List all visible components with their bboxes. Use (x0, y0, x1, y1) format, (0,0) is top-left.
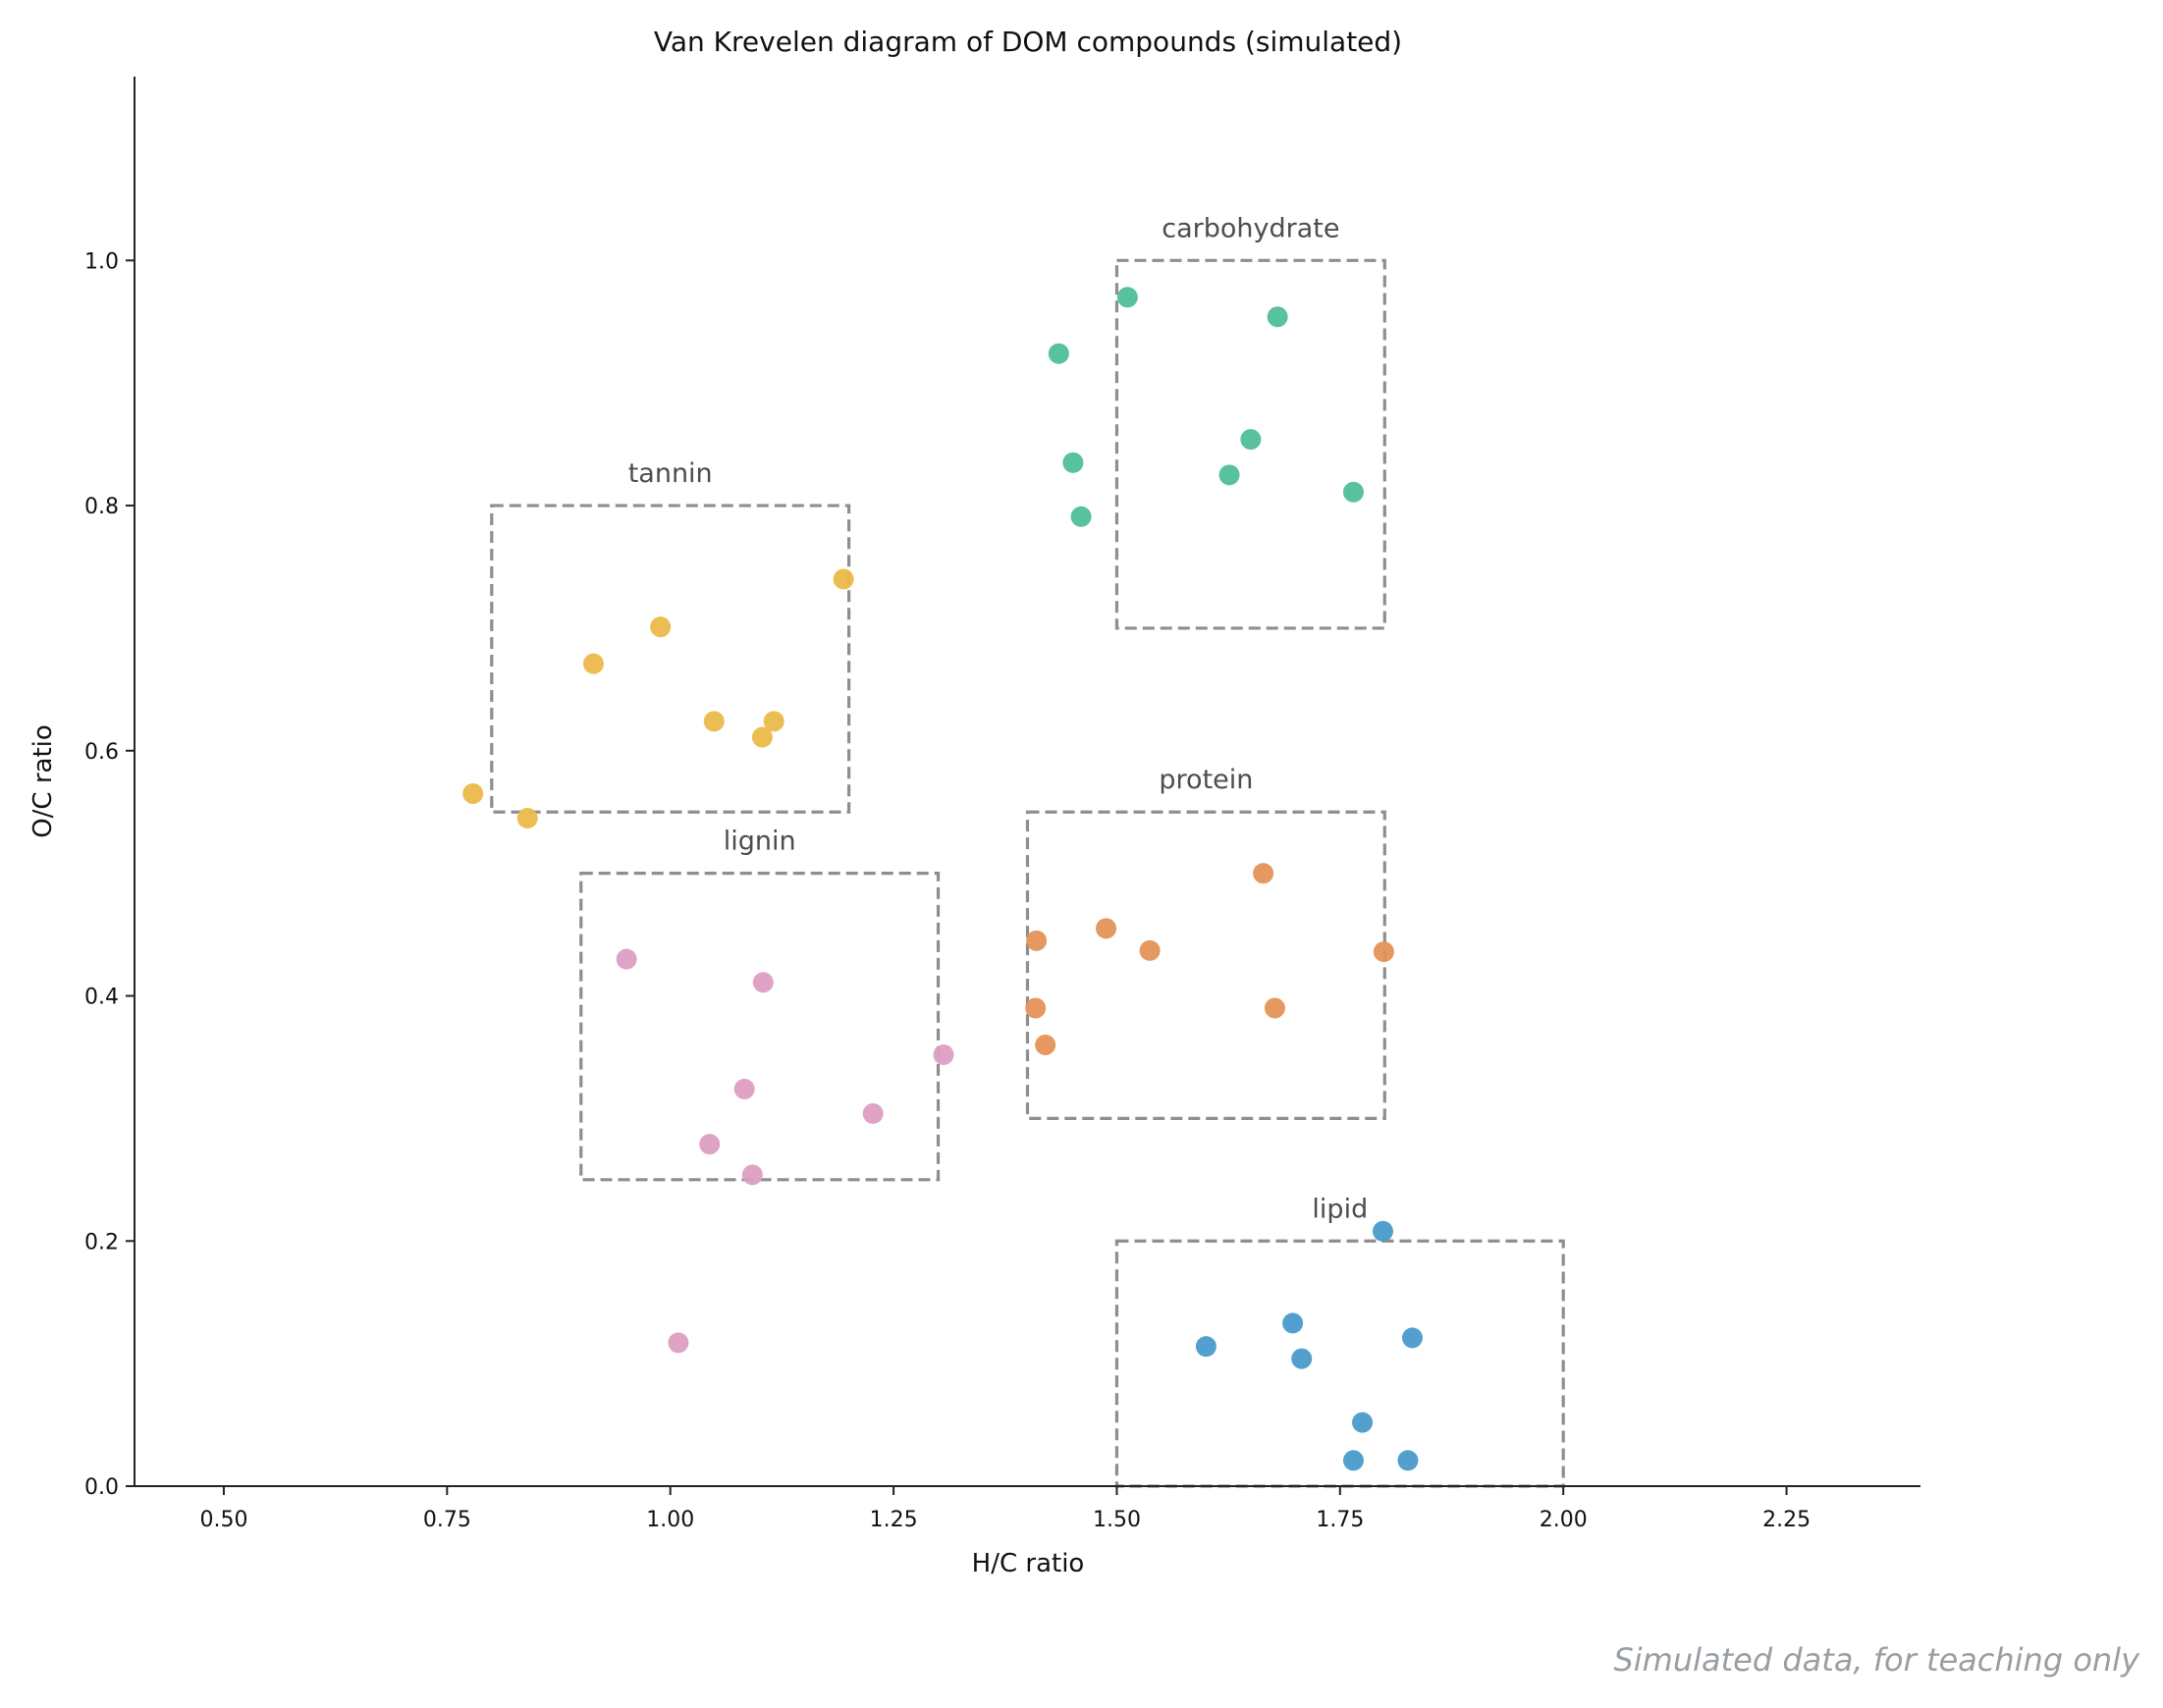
y-tick-label: 0.0 (84, 1475, 119, 1500)
x-tick-label: 1.00 (646, 1508, 694, 1532)
data-point-s3-6 (1264, 997, 1285, 1019)
region-box-tannin (490, 504, 851, 814)
data-point-s1-0 (833, 568, 854, 590)
data-point-s3-5 (1025, 997, 1047, 1019)
axes (134, 77, 1920, 1487)
data-point-s4-3 (1195, 1336, 1217, 1358)
y-ticks: 0.0 0.2 0.4 0.6 0.8 1.0 (84, 249, 135, 1500)
region-label-protein: protein (1159, 765, 1253, 795)
data-point-s1-6 (462, 782, 484, 804)
data-point-s0-6 (1342, 481, 1364, 503)
region-box-protein (1025, 810, 1386, 1120)
x-axis-label: H/C ratio (972, 1549, 1085, 1578)
data-point-s2-5 (699, 1134, 721, 1155)
y-axis-label: O/C ratio (28, 724, 58, 838)
region-label-lipid: lipid (1312, 1194, 1368, 1224)
data-point-s3-4 (1373, 941, 1394, 963)
data-point-s1-3 (703, 711, 725, 732)
region-label-tannin: tannin (628, 458, 713, 489)
data-point-s0-1 (1267, 306, 1288, 328)
data-point-s1-4 (763, 711, 784, 732)
data-points (462, 287, 1423, 1471)
data-point-s0-2 (1048, 343, 1069, 364)
x-tick-label: 1.25 (870, 1508, 918, 1532)
x-tick-label: 2.00 (1540, 1508, 1588, 1532)
data-point-s0-7 (1070, 506, 1092, 527)
data-point-s1-2 (582, 653, 604, 674)
x-tick-label: 2.25 (1762, 1508, 1811, 1532)
data-point-s4-4 (1291, 1348, 1313, 1369)
chart-title: Van Krevelen diagram of DOM compounds (s… (654, 26, 1402, 58)
data-point-s4-1 (1282, 1312, 1304, 1334)
region-box-carbohydrate (1114, 258, 1386, 630)
data-point-s2-6 (741, 1164, 763, 1186)
data-point-s1-7 (516, 807, 538, 828)
region-label-lignin: lignin (724, 827, 796, 857)
data-point-s2-0 (616, 948, 637, 970)
x-tick-label: 0.50 (199, 1508, 247, 1532)
data-point-s4-7 (1397, 1450, 1419, 1471)
data-point-s3-0 (1253, 863, 1274, 884)
data-point-s4-5 (1352, 1412, 1374, 1433)
region-box-lipid (1114, 1239, 1565, 1488)
data-point-s0-3 (1240, 429, 1262, 451)
data-point-s0-4 (1062, 452, 1084, 473)
data-point-s2-4 (862, 1102, 884, 1124)
region-boxes: carbohydrate tannin lignin protein lipid (490, 213, 1565, 1488)
data-point-s4-0 (1372, 1220, 1393, 1242)
region-box-lignin (579, 872, 941, 1182)
region-label-carbohydrate: carbohydrate (1162, 213, 1339, 243)
y-tick-label: 1.0 (84, 249, 119, 274)
y-tick-label: 0.6 (84, 740, 119, 765)
data-point-s4-6 (1342, 1450, 1364, 1471)
y-tick-label: 0.2 (84, 1230, 119, 1254)
data-point-s3-1 (1096, 918, 1117, 939)
y-tick-label: 0.4 (84, 986, 119, 1010)
data-point-s4-2 (1401, 1327, 1423, 1349)
x-tick-label: 0.75 (423, 1508, 471, 1532)
data-point-s3-2 (1026, 930, 1048, 951)
footnote: Simulated data, for teaching only (1613, 1641, 2139, 1679)
data-point-s2-2 (933, 1043, 954, 1065)
x-tick-label: 1.75 (1316, 1508, 1364, 1532)
x-tick-label: 1.50 (1093, 1508, 1141, 1532)
x-ticks: 0.50 0.75 1.00 1.25 1.50 1.75 2.00 2.25 (199, 1486, 1811, 1532)
data-point-s0-5 (1218, 464, 1240, 486)
data-point-s3-7 (1035, 1034, 1056, 1055)
data-point-s2-7 (668, 1332, 689, 1354)
data-point-s1-5 (751, 726, 773, 748)
data-point-s1-1 (650, 616, 672, 638)
data-point-s0-0 (1116, 287, 1138, 308)
data-point-s3-3 (1139, 939, 1161, 961)
data-point-s2-3 (733, 1078, 755, 1099)
data-point-s2-1 (752, 972, 774, 993)
y-tick-label: 0.8 (84, 495, 119, 519)
